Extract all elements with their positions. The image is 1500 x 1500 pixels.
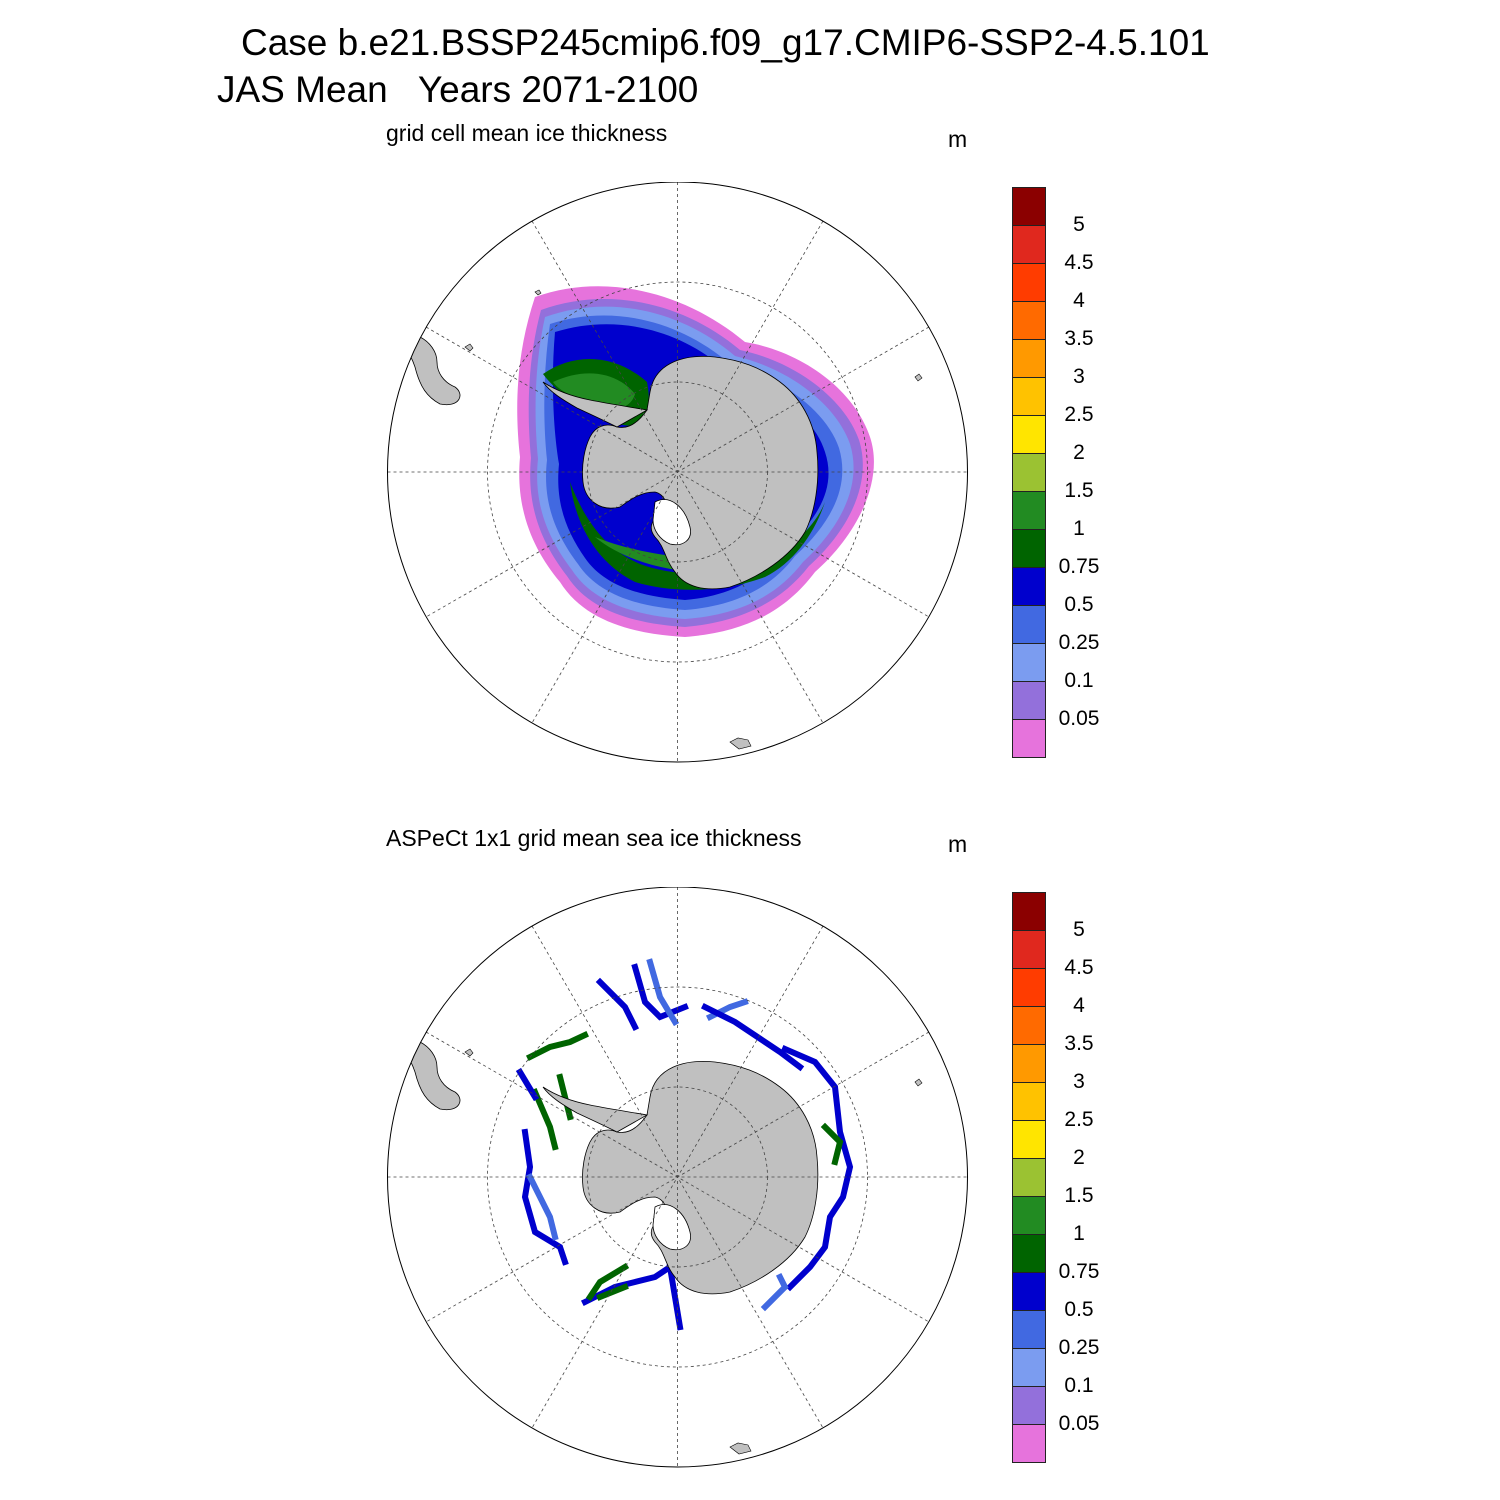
ross-ice-shelf: [652, 499, 691, 546]
antarctica-land: [582, 1061, 819, 1295]
colorbar-tick-label: 1: [1073, 517, 1085, 540]
colorbar-tick-label: 2.5: [1064, 1108, 1094, 1131]
colorbar-tick-label: 3.5: [1064, 1032, 1094, 1055]
ice-band-1-5: [553, 373, 635, 410]
panel-subtitle: ASPeCt 1x1 grid mean sea ice thickness: [386, 825, 802, 851]
colorbar-swatch: [1012, 1310, 1046, 1349]
colorbar-tick-label: 3: [1073, 1070, 1085, 1093]
colorbar-swatch: [1012, 225, 1046, 264]
colorbar-swatch: [1012, 1348, 1046, 1387]
colorbar-tick-label: 3.5: [1064, 327, 1094, 350]
colorbar-swatch: [1012, 605, 1046, 644]
observation-panel: ASPeCt 1x1 grid mean sea ice thickness m: [0, 705, 1500, 1468]
south-america-land: [387, 331, 461, 406]
island-small-3: [914, 1078, 923, 1087]
island-small-2: [534, 289, 542, 296]
figure-title-line-2: JAS Mean Years 2071-2100: [217, 69, 699, 110]
colorbar-tick-label: 1.5: [1064, 1184, 1094, 1207]
colorbar-swatch: [1012, 377, 1046, 416]
antarctic-peninsula-land: [542, 1086, 649, 1133]
model-panel: grid cell mean ice thickness m: [0, 0, 1500, 763]
colorbar-swatch: [1012, 1006, 1046, 1045]
colorbar-swatch: [1012, 681, 1046, 720]
colorbar-tick-label: 4.5: [1064, 251, 1094, 274]
island-small-1: [464, 343, 474, 352]
polar-map-model: [387, 182, 968, 763]
colorbar-swatch: [1012, 339, 1046, 378]
colorbar-swatch: [1012, 1158, 1046, 1197]
colorbar-tick-label: 0.5: [1064, 1298, 1094, 1321]
units-label: m: [948, 126, 968, 152]
colorbar-tick-label: 0.05: [1058, 1412, 1100, 1435]
island-small-4: [729, 1442, 752, 1455]
colorbar-swatch: [1012, 415, 1046, 454]
colorbar-swatch: [1012, 1196, 1046, 1235]
units-label: m: [948, 831, 968, 857]
colorbar-tick-label: 5: [1073, 918, 1085, 941]
colorbar-tick-label: 2: [1073, 441, 1085, 464]
colorbar-tick-label: 2.5: [1064, 403, 1094, 426]
colorbar-swatch: [1012, 529, 1046, 568]
colorbar-swatch: [1012, 301, 1046, 340]
colorbar-tick-label: 4: [1073, 994, 1085, 1017]
graticule: [387, 887, 968, 1467]
colorbar-swatch: [1012, 1120, 1046, 1159]
colorbar-swatch: [1012, 491, 1046, 530]
colorbar-swatch: [1012, 263, 1046, 302]
south-america-land: [387, 1036, 461, 1111]
colorbar-tick-label: 0.25: [1058, 631, 1100, 654]
antarctica-land: [582, 356, 819, 590]
colorbar-tick-label: 0.75: [1058, 1260, 1100, 1283]
colorbar-tick-label: 2: [1073, 1146, 1085, 1169]
colorbar-swatch: [1012, 1234, 1046, 1273]
colorbar-tick-label: 5: [1073, 213, 1085, 236]
map-boundary: [387, 182, 968, 763]
colorbar-swatch: [1012, 1044, 1046, 1083]
colorbar-tick-label: 4: [1073, 289, 1085, 312]
colorbar-swatch: [1012, 930, 1046, 969]
antarctic-peninsula-land: [542, 381, 649, 428]
island-small-3: [914, 373, 923, 382]
colorbar-swatch: [1012, 1424, 1046, 1463]
ross-ice-shelf: [652, 1204, 691, 1251]
colorbar-tick-label: 1: [1073, 1222, 1085, 1245]
colorbar-swatch: [1012, 453, 1046, 492]
colorbar-swatch: [1012, 567, 1046, 606]
colorbar-tick-label: 3: [1073, 365, 1085, 388]
colorbar-tick-label: 1.5: [1064, 479, 1094, 502]
colorbar-swatch: [1012, 719, 1046, 758]
colorbar-tick-label: 0.75: [1058, 555, 1100, 578]
graticule: [387, 182, 968, 762]
colorbar-swatch: [1012, 1082, 1046, 1121]
colorbar-swatch: [1012, 968, 1046, 1007]
colorbar-tick-label: 0.5: [1064, 593, 1094, 616]
colorbar-swatch: [1012, 643, 1046, 682]
map-boundary: [387, 887, 968, 1468]
panel-subtitle: grid cell mean ice thickness: [386, 120, 668, 146]
colorbar-tick-label: 0.05: [1058, 707, 1100, 730]
colorbar-swatch: [1012, 1272, 1046, 1311]
figure-title-line-1: Case b.e21.BSSP245cmip6.f09_g17.CMIP6-SS…: [241, 22, 1210, 63]
colorbar-tick-label: 0.25: [1058, 1336, 1100, 1359]
colorbar-tick-label: 0.1: [1064, 669, 1094, 692]
colorbar-swatch: [1012, 1386, 1046, 1425]
polar-map-observations: [387, 887, 968, 1468]
island-small-1: [464, 1048, 474, 1057]
colorbar-swatch: [1012, 892, 1046, 931]
colorbar-tick-label: 4.5: [1064, 956, 1094, 979]
island-small-4: [729, 737, 752, 750]
ship-tracks: [515, 958, 854, 1331]
colorbar-swatch: [1012, 187, 1046, 226]
colorbar-tick-label: 0.1: [1064, 1374, 1094, 1397]
